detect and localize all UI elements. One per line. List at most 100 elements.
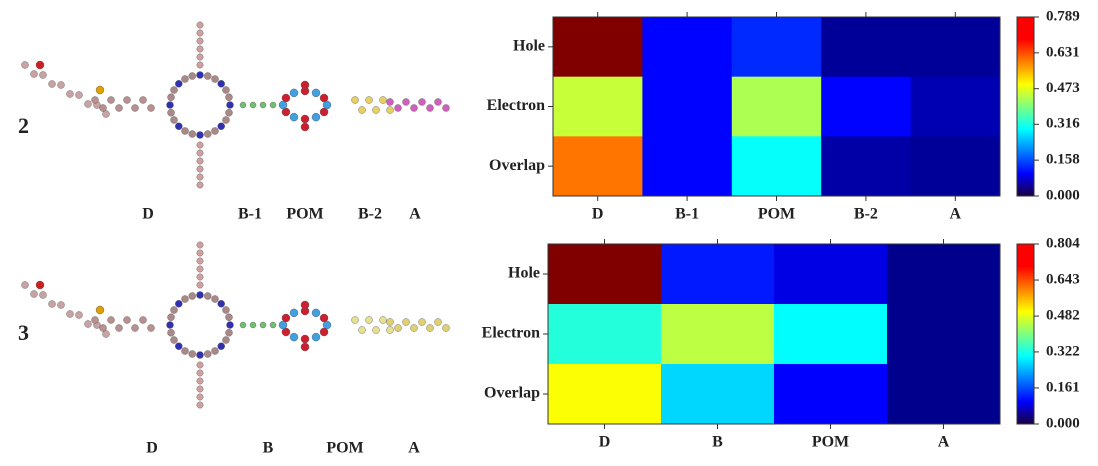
heat-cell <box>548 364 662 425</box>
atom <box>58 82 65 89</box>
x-tick-label: B-2 <box>854 206 878 223</box>
atom <box>189 293 196 300</box>
heat-cell <box>661 304 775 365</box>
colorbar-tick-label: 0.473 <box>1046 80 1080 96</box>
atom <box>373 107 380 114</box>
atom <box>380 97 387 104</box>
atom <box>250 322 256 328</box>
atom <box>189 350 196 357</box>
heat-cell <box>548 304 662 365</box>
atom <box>197 72 204 79</box>
atom <box>218 300 225 307</box>
atom <box>395 325 402 332</box>
heat-cell <box>553 136 643 196</box>
atom <box>197 132 204 139</box>
atom <box>171 337 178 344</box>
atom <box>92 317 99 324</box>
atom <box>204 293 211 300</box>
panel-label: 3 <box>18 320 29 345</box>
atom <box>49 81 56 88</box>
heat-cell <box>642 136 732 196</box>
x-tick-label: D <box>599 434 611 451</box>
atom <box>168 94 175 101</box>
atom <box>132 325 139 332</box>
heat-cell <box>661 364 775 425</box>
heat-cell <box>642 17 732 77</box>
atom <box>312 89 320 97</box>
atom <box>197 46 203 52</box>
heat-cell <box>911 77 1001 137</box>
atom <box>197 394 203 400</box>
atom <box>225 314 232 321</box>
atom <box>197 182 203 188</box>
atom <box>227 322 234 329</box>
colorbar-tick-label: 0.804 <box>1046 235 1080 251</box>
fragment-label: A <box>409 206 421 223</box>
atom <box>197 242 203 248</box>
atom <box>312 309 320 317</box>
atom <box>427 105 434 112</box>
atom <box>108 317 115 324</box>
atom <box>301 123 309 131</box>
atom <box>222 87 229 94</box>
atom <box>40 292 47 299</box>
y-tick-label: Electron <box>487 97 545 114</box>
y-tick-label: Overlap <box>489 157 545 174</box>
atom <box>175 123 182 130</box>
atom <box>197 142 203 148</box>
atom <box>212 347 219 354</box>
atom <box>31 291 38 298</box>
atom <box>197 38 203 44</box>
atom <box>171 87 178 94</box>
atom <box>40 72 47 79</box>
atom <box>116 325 123 332</box>
fragment-label: D <box>142 206 154 223</box>
colorbar-tick-label: 0.643 <box>1046 271 1080 287</box>
colorbar-tick-label: 0.482 <box>1046 308 1080 324</box>
heat-cell <box>774 244 888 305</box>
atom <box>419 99 426 106</box>
fragment-label: B-1 <box>238 206 262 223</box>
atom <box>225 94 232 101</box>
atom <box>323 321 331 329</box>
atom <box>411 325 418 332</box>
colorbar <box>1017 17 1034 196</box>
atom <box>171 307 178 314</box>
heat-cell <box>774 364 888 425</box>
heat-cell <box>821 17 911 77</box>
fragment-label: POM <box>286 206 323 223</box>
atom <box>197 258 203 264</box>
atom <box>197 54 203 60</box>
atom <box>204 130 211 137</box>
atom <box>352 97 359 104</box>
atom <box>148 105 155 112</box>
heat-cell <box>887 244 1001 305</box>
atom <box>366 97 373 104</box>
atom <box>290 309 298 317</box>
colorbar-tick-label: 0.000 <box>1046 187 1080 203</box>
atom <box>124 97 131 104</box>
heat-cell <box>732 77 822 137</box>
atom <box>290 333 298 341</box>
colorbar-tick-label: 0.161 <box>1046 379 1080 395</box>
atom <box>96 86 104 94</box>
heat-cell <box>732 136 822 196</box>
atom <box>140 97 147 104</box>
atom <box>419 319 426 326</box>
atom <box>108 97 115 104</box>
atom <box>58 302 65 309</box>
atom <box>403 99 410 106</box>
atom <box>222 337 229 344</box>
colorbar-tick-label: 0.322 <box>1046 343 1080 359</box>
heat-cell <box>732 17 822 77</box>
atom <box>225 329 232 336</box>
atom <box>222 307 229 314</box>
atom <box>366 317 373 324</box>
atom <box>320 94 328 102</box>
x-tick-label: POM <box>758 206 795 223</box>
atom <box>49 301 56 308</box>
x-tick-label: B <box>712 434 723 451</box>
atom <box>218 123 225 130</box>
heat-cell <box>887 364 1001 425</box>
atom <box>197 352 204 359</box>
